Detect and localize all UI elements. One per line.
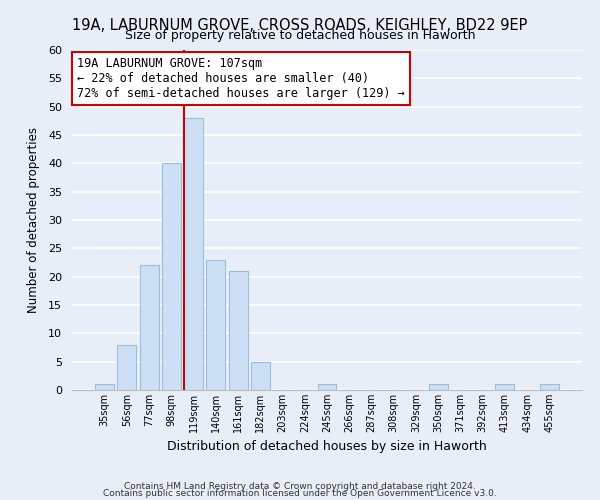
Text: 19A, LABURNUM GROVE, CROSS ROADS, KEIGHLEY, BD22 9EP: 19A, LABURNUM GROVE, CROSS ROADS, KEIGHL…: [73, 18, 527, 32]
Text: Contains public sector information licensed under the Open Government Licence v3: Contains public sector information licen…: [103, 490, 497, 498]
Bar: [251, 362, 270, 390]
Bar: [206, 260, 225, 390]
Bar: [317, 384, 337, 390]
Text: Contains HM Land Registry data © Crown copyright and database right 2024.: Contains HM Land Registry data © Crown c…: [124, 482, 476, 491]
Bar: [118, 344, 136, 390]
Bar: [496, 384, 514, 390]
Bar: [162, 164, 181, 390]
Bar: [229, 271, 248, 390]
Bar: [429, 384, 448, 390]
Bar: [184, 118, 203, 390]
Y-axis label: Number of detached properties: Number of detached properties: [27, 127, 40, 313]
Bar: [95, 384, 114, 390]
Bar: [540, 384, 559, 390]
Text: 19A LABURNUM GROVE: 107sqm
← 22% of detached houses are smaller (40)
72% of semi: 19A LABURNUM GROVE: 107sqm ← 22% of deta…: [77, 57, 405, 100]
Bar: [140, 266, 158, 390]
X-axis label: Distribution of detached houses by size in Haworth: Distribution of detached houses by size …: [167, 440, 487, 454]
Text: Size of property relative to detached houses in Haworth: Size of property relative to detached ho…: [125, 29, 475, 42]
